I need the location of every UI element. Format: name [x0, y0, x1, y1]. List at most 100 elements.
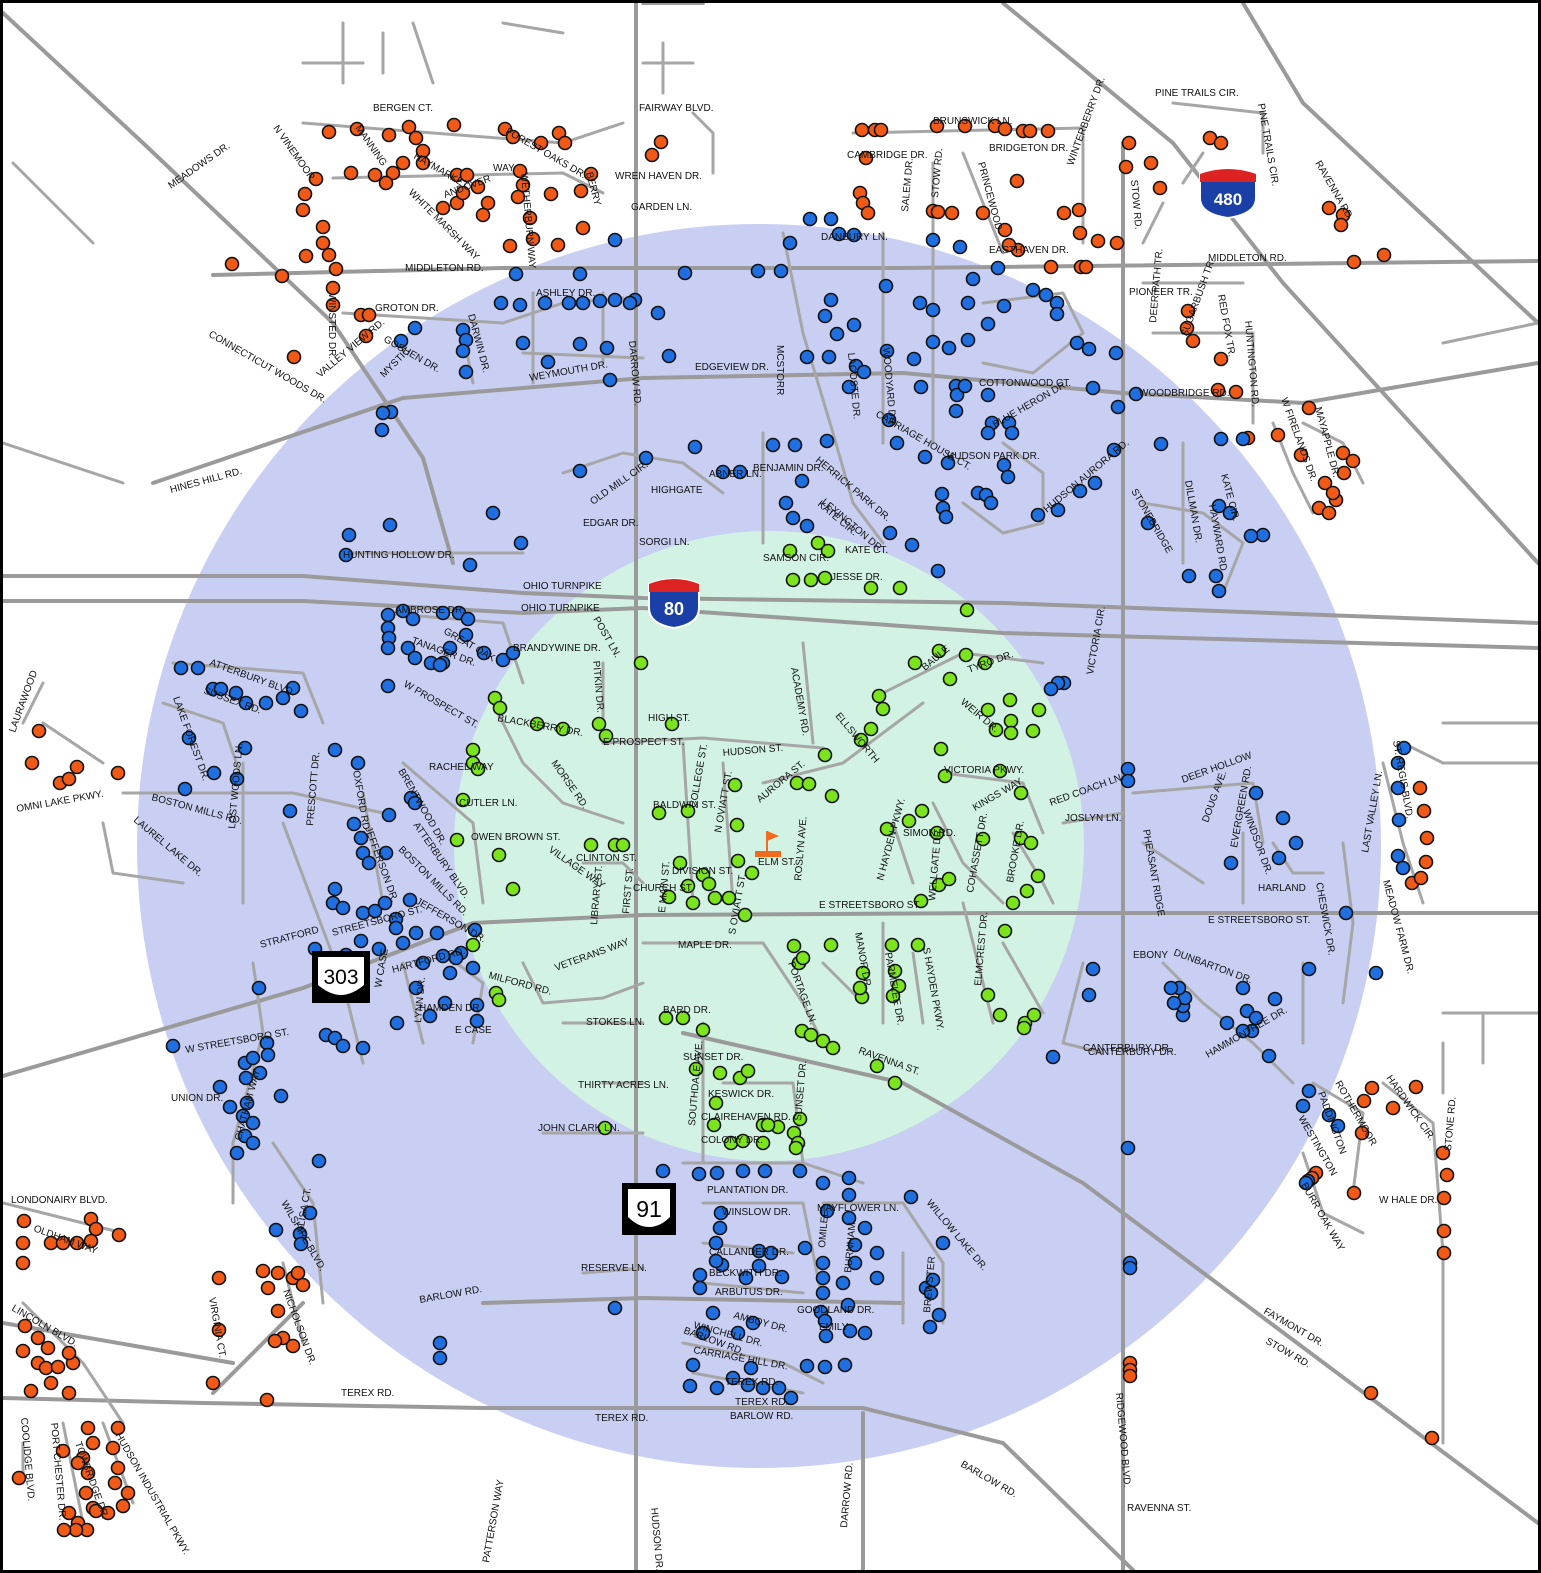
inner-address-dot	[815, 1033, 831, 1049]
mid-address-dot	[467, 922, 483, 938]
mid-address-dot	[1298, 1175, 1314, 1191]
street-label: TEREX RD.	[595, 1413, 648, 1424]
mid-address-dot	[835, 1275, 851, 1291]
inner-address-dot	[907, 655, 923, 671]
outer-address-dot	[653, 134, 669, 150]
mid-address-dot	[917, 449, 933, 465]
mid-address-dot	[252, 1065, 268, 1081]
mid-address-dot	[677, 265, 693, 281]
street-label: RACHEL WAY	[429, 762, 494, 773]
mid-address-dot	[382, 517, 398, 533]
mid-address-dot	[792, 1163, 808, 1179]
mid-address-dot	[353, 830, 369, 846]
mid-address-dot	[235, 1108, 251, 1124]
outer-address-dot	[644, 147, 660, 163]
outer-address-dot	[385, 165, 401, 181]
mid-address-dot	[561, 295, 577, 311]
inner-address-dot	[706, 1117, 722, 1133]
outer-address-dot	[349, 121, 365, 137]
mid-address-dot	[540, 354, 556, 370]
inner-address-dot	[505, 881, 521, 897]
mid-address-dot	[393, 333, 409, 349]
outer-address-dot	[459, 167, 475, 183]
outer-address-dot	[1356, 1093, 1372, 1109]
mid-address-dot	[983, 495, 999, 511]
outer-address-dot	[1185, 333, 1201, 349]
street-label: SUNSET DR.	[683, 1052, 743, 1063]
street-label: BURR OAK WAY	[1298, 1181, 1346, 1253]
street-label: E STREETSBORO ST.	[819, 900, 921, 911]
outer-address-dot	[38, 1360, 54, 1376]
mid-address-dot	[923, 1285, 939, 1301]
mid-address-dot	[856, 364, 872, 380]
mid-address-dot	[599, 340, 615, 356]
mid-address-dot	[740, 1377, 756, 1393]
inner-address-dot	[730, 853, 746, 869]
street-label: OHIO TURNPIKE	[523, 581, 602, 592]
inner-address-dot	[492, 700, 508, 716]
interstate-80-number: 80	[664, 599, 684, 619]
mid-address-dot	[695, 1325, 711, 1341]
street-label: RED FOX TR.	[1215, 294, 1237, 358]
mid-address-dot	[799, 1358, 815, 1374]
outer-address-dot	[274, 268, 290, 284]
street-label: PIONEER TR.	[1129, 287, 1193, 298]
street-label: UNION DR.	[171, 1093, 223, 1104]
inner-address-dot	[988, 722, 1004, 738]
street-label: DANBURY LN.	[821, 232, 888, 243]
outer-address-dot	[1325, 485, 1341, 501]
mid-address-dot	[388, 920, 404, 936]
mid-address-dot	[338, 547, 354, 563]
mid-address-dot	[380, 678, 396, 694]
mid-address-dot	[260, 1047, 276, 1063]
outer-address-dot	[110, 1460, 126, 1476]
mid-address-dot	[1120, 773, 1136, 789]
outer-address-dot	[295, 1277, 311, 1293]
inner-address-dot	[591, 716, 607, 732]
mid-address-dot	[435, 605, 451, 621]
outer-address-dot	[1321, 200, 1337, 216]
outer-address-dot	[1336, 465, 1352, 481]
mid-address-dot	[1390, 848, 1406, 864]
outer-address-dot	[286, 349, 302, 365]
inner-address-dot	[695, 1022, 711, 1038]
mid-address-dot	[275, 690, 291, 706]
mid-address-dot	[432, 1350, 448, 1366]
mid-address-dot	[846, 227, 862, 243]
outer-address-dot	[105, 1440, 121, 1456]
mid-address-dot	[751, 1258, 767, 1274]
mid-address-dot	[222, 1099, 238, 1115]
mid-address-dot	[819, 1203, 835, 1219]
mid-address-dot	[903, 1189, 919, 1205]
mid-address-dot	[685, 1357, 701, 1373]
street-label: SAMSON CIR.	[763, 553, 829, 564]
mid-address-dot	[495, 652, 511, 668]
mid-address-dot	[1050, 502, 1066, 518]
mid-address-dot	[1108, 345, 1124, 361]
mid-address-dot	[815, 1285, 831, 1301]
outer-address-dot	[88, 1221, 104, 1237]
map-svg[interactable]: BERGEN CT. FAIRWAY BLVD. MEADOWS DR. N VINE…	[3, 3, 1538, 1570]
inner-address-dot	[803, 572, 819, 588]
outer-address-dot	[15, 1255, 31, 1271]
outer-address-dot	[343, 165, 359, 181]
inner-address-dot	[792, 1111, 808, 1127]
outer-address-dot	[290, 1265, 306, 1281]
outer-address-dot	[260, 1280, 276, 1296]
outer-address-dot	[415, 155, 431, 171]
outer-address-dot	[61, 771, 77, 787]
inner-address-dot	[491, 847, 507, 863]
outer-address-dot	[1376, 247, 1392, 263]
outer-address-dot	[997, 121, 1013, 137]
mid-address-dot	[1140, 515, 1156, 531]
mid-address-dot	[687, 439, 703, 455]
mid-address-dot	[1087, 475, 1103, 491]
outer-address-dot	[1435, 1145, 1451, 1161]
inner-address-dot	[992, 763, 1008, 779]
street-label: WINTERBERRY DR.	[1065, 75, 1107, 167]
mid-address-dot	[799, 518, 815, 534]
outer-address-dot	[1122, 1368, 1138, 1384]
mid-address-dot	[1391, 812, 1407, 828]
street-label: EBONY	[1133, 950, 1168, 961]
